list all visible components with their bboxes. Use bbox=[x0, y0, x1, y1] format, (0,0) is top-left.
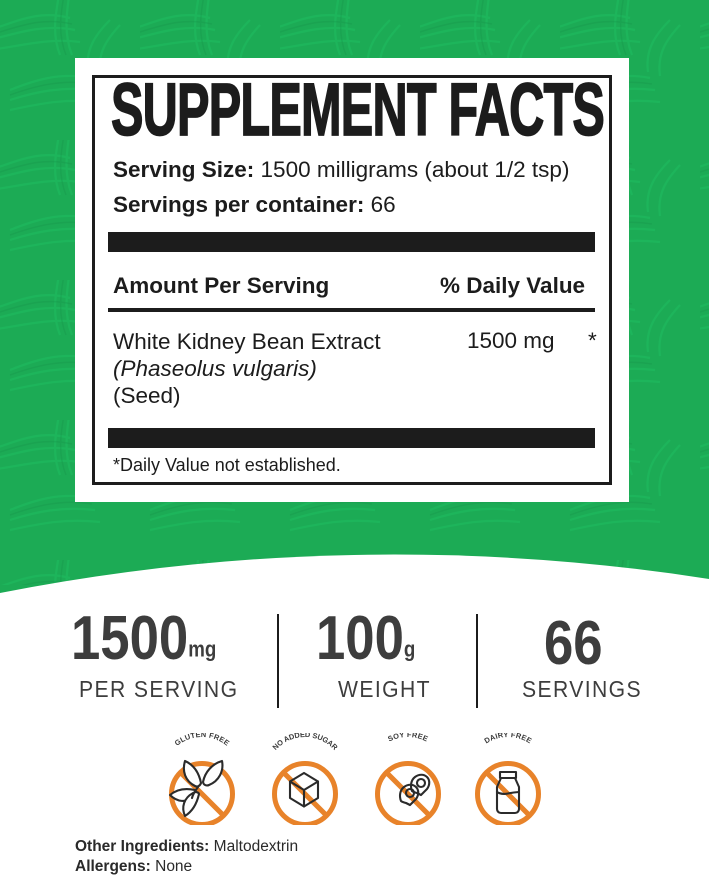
svg-text:NO ADDED SUGAR: NO ADDED SUGAR bbox=[271, 733, 339, 752]
svg-text:SOY FREE: SOY FREE bbox=[386, 733, 429, 743]
svg-text:DAIRY FREE: DAIRY FREE bbox=[483, 733, 534, 745]
svg-text:GLUTEN FREE: GLUTEN FREE bbox=[173, 733, 232, 748]
